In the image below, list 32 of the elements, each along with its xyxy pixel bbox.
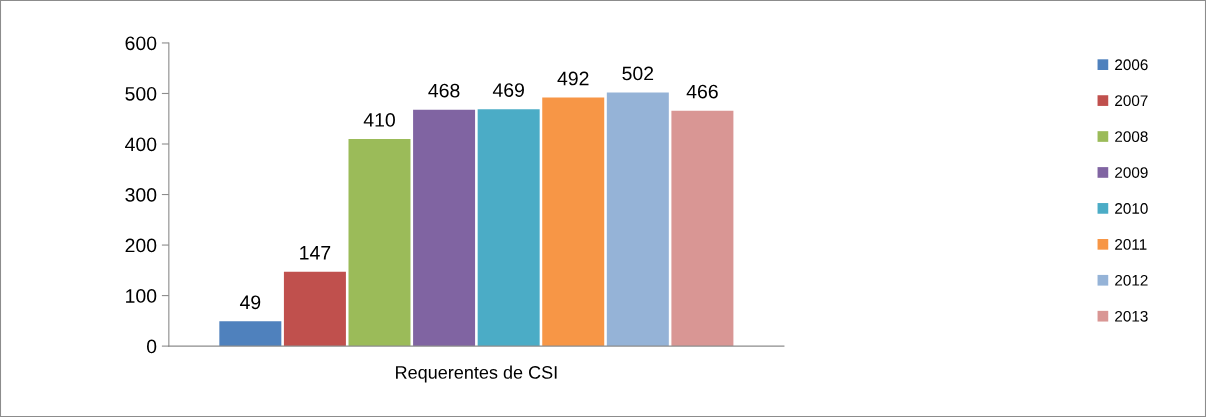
- bar: [348, 138, 411, 347]
- data-label: 469: [492, 83, 524, 97]
- y-tick-label: 0: [146, 339, 157, 354]
- bar: [671, 110, 734, 347]
- legend-label: 2006: [1115, 59, 1148, 71]
- legend-label: 2008: [1115, 131, 1148, 143]
- legend-label: 2012: [1115, 274, 1148, 286]
- bar: [542, 97, 605, 347]
- data-label: 49: [239, 295, 261, 310]
- y-tick-label: 400: [125, 137, 157, 152]
- bar: [283, 271, 346, 347]
- bar: [477, 109, 540, 347]
- y-tick-label: 500: [125, 86, 157, 101]
- data-label: 466: [686, 84, 718, 99]
- bar: [606, 92, 669, 347]
- legend-label: 2013: [1115, 310, 1148, 322]
- data-label: 502: [622, 66, 654, 81]
- x-tick-label: Requerentes de CSI: [396, 365, 557, 383]
- legend-label: 2010: [1115, 203, 1148, 214]
- data-label: 410: [363, 113, 395, 127]
- y-tick-label: 300: [125, 188, 157, 202]
- legend-label: 2009: [1115, 167, 1148, 178]
- data-label: 468: [428, 83, 460, 98]
- bar: [413, 109, 476, 347]
- legend-label: 2011: [1115, 239, 1147, 250]
- data-label: 492: [557, 71, 589, 86]
- y-tick-label: 600: [125, 36, 157, 51]
- legend-label: 2007: [1115, 95, 1148, 107]
- bar: [219, 321, 282, 347]
- data-label: 147: [300, 246, 331, 260]
- y-tick-label: 200: [125, 238, 157, 253]
- y-tick-label: 100: [126, 289, 157, 303]
